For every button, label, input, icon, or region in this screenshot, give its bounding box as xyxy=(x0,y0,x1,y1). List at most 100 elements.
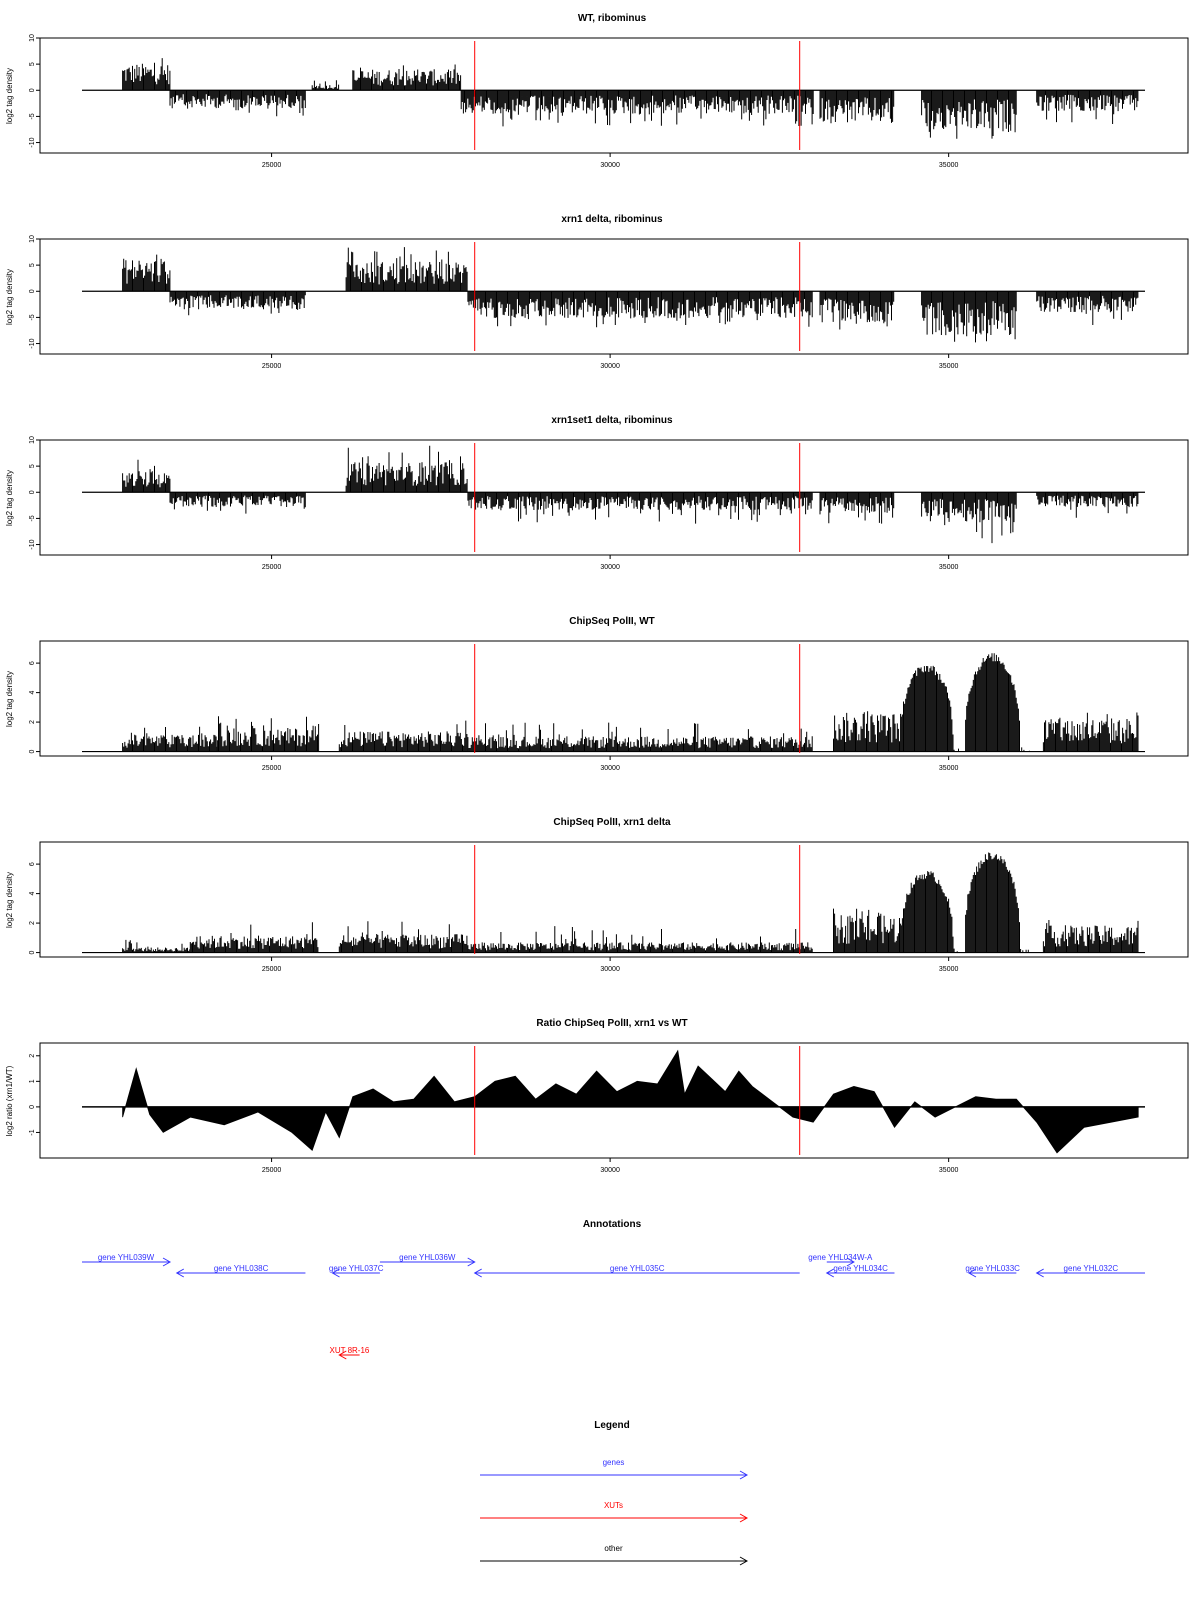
x-tick-label: 25000 xyxy=(262,564,282,571)
y-tick-label: 0 xyxy=(29,951,36,955)
x-tick-label: 25000 xyxy=(262,765,282,772)
legend-label: other xyxy=(604,1544,623,1553)
x-tick-label: 25000 xyxy=(262,363,282,370)
signal-segment xyxy=(338,921,468,953)
signal-segment xyxy=(467,722,813,752)
x-tick-label: 25000 xyxy=(262,1167,282,1174)
x-tick-label: 35000 xyxy=(939,564,959,571)
track-chipseq-polii-wt: ChipSeq PolII, WT log2 tag density 0 2 4 6 2… xyxy=(5,616,1189,772)
y-tick-label: 5 xyxy=(29,263,36,267)
arrow-head xyxy=(1035,1268,1044,1278)
arrow-head xyxy=(825,1268,835,1278)
ratio-area xyxy=(122,1049,1139,1154)
signal-segment xyxy=(921,492,1017,544)
y-tick-label: -10 xyxy=(29,338,36,348)
annotation-label: XUT 8R-16 xyxy=(330,1346,370,1355)
y-tick-label: 10 xyxy=(29,436,36,444)
y-tick-label: 0 xyxy=(29,750,36,754)
chart-title: Ratio ChipSeq PolII, xrn1 vs WT xyxy=(536,1018,687,1029)
signal-segment xyxy=(169,291,306,316)
annotations-panel: Annotations gene YHL039W gene YHL038C gene… xyxy=(82,1219,1145,1360)
y-axis-label: log2 tag density xyxy=(5,68,14,124)
signal-segment xyxy=(467,926,813,953)
signal-segment xyxy=(311,80,340,91)
signal-segment xyxy=(122,459,171,493)
signal-segment xyxy=(345,247,468,292)
chart-title: WT, ribominus xyxy=(578,13,647,24)
annotations-title: Annotations xyxy=(583,1219,642,1230)
x-tick-label: 25000 xyxy=(262,162,282,169)
arrow-head xyxy=(331,1268,340,1278)
x-tick-label: 30000 xyxy=(600,765,620,772)
y-axis-label: log2 ratio (xrn1/WT) xyxy=(5,1065,14,1136)
chart-title: xrn1set1 delta, ribominus xyxy=(551,415,673,426)
arrow-head xyxy=(739,1513,749,1523)
annotation-label: gene YHL034C xyxy=(833,1264,888,1273)
y-tick-label: 6 xyxy=(29,862,36,866)
y-axis-label: log2 tag density xyxy=(5,470,14,526)
x-tick-label: 30000 xyxy=(600,1167,620,1174)
signal-segment xyxy=(122,939,191,953)
signal-segment xyxy=(819,492,895,524)
x-tick-label: 35000 xyxy=(939,162,959,169)
signal-segment xyxy=(833,711,902,752)
signal-segment xyxy=(467,492,813,524)
y-tick-label: 5 xyxy=(29,62,36,66)
x-tick-label: 30000 xyxy=(600,966,620,973)
plot-frame xyxy=(39,238,1189,355)
y-tick-label: 10 xyxy=(29,34,36,42)
arrow-head xyxy=(338,1350,347,1360)
y-tick-label: 6 xyxy=(29,661,36,665)
y-axis-label: log2 tag density xyxy=(5,671,14,727)
chart-title: ChipSeq PolII, xrn1 delta xyxy=(553,817,671,828)
signal-segment xyxy=(1042,920,1139,953)
y-tick-label: 4 xyxy=(29,691,36,695)
annotation-label: gene YHL038C xyxy=(214,1264,269,1273)
legend-panel: Legend genes XUTs other xyxy=(480,1420,749,1566)
annotation-label: gene YHL035C xyxy=(610,1264,665,1273)
signal-segment xyxy=(352,64,462,91)
signal-segment xyxy=(169,90,306,117)
y-tick-label: 5 xyxy=(29,464,36,468)
x-tick-label: 35000 xyxy=(939,1167,959,1174)
arrow-head xyxy=(473,1268,482,1278)
annotation-label: gene YHL037C xyxy=(329,1264,384,1273)
legend-title: Legend xyxy=(594,1420,630,1431)
signal-segment xyxy=(169,492,306,514)
y-tick-label: 10 xyxy=(29,235,36,243)
arrow-head xyxy=(175,1268,185,1278)
y-tick-label: -10 xyxy=(29,539,36,549)
signal-segment xyxy=(122,726,218,752)
annotation-label: gene YHL036W xyxy=(399,1253,456,1262)
arrow-head xyxy=(739,1556,749,1566)
plot-frame xyxy=(39,1042,1189,1159)
y-tick-label: -5 xyxy=(29,515,36,521)
legend-label: XUTs xyxy=(604,1501,623,1510)
track-xrn1-delta-ribominus: xrn1 delta, ribominus log2 tag density -… xyxy=(5,214,1189,370)
y-tick-label: 4 xyxy=(29,892,36,896)
y-tick-label: 2 xyxy=(29,921,36,925)
annotation-label: gene YHL034W-A xyxy=(808,1253,873,1262)
y-tick-label: 0 xyxy=(29,490,36,494)
y-tick-label: 1 xyxy=(29,1079,36,1083)
signal-segment xyxy=(216,716,320,752)
y-tick-label: 2 xyxy=(29,1054,36,1058)
x-tick-label: 35000 xyxy=(939,966,959,973)
signal-segment xyxy=(833,908,902,953)
signal-segment xyxy=(900,665,959,752)
track-xrn1set1-delta-ribominus: xrn1set1 delta, ribominus log2 tag densi… xyxy=(5,415,1189,571)
arrow-head xyxy=(467,1257,476,1267)
annotation-label: gene YHL033C xyxy=(965,1264,1020,1273)
arrow-head xyxy=(967,1268,977,1278)
arrow-head xyxy=(162,1257,172,1267)
plot-frame xyxy=(39,439,1189,556)
signal-segment xyxy=(1042,712,1139,752)
signal-segment xyxy=(921,90,1017,139)
plot-frame xyxy=(39,841,1189,958)
y-tick-label: -10 xyxy=(29,137,36,147)
track-ratio-chipseq-polii: Ratio ChipSeq PolII, xrn1 vs WT log2 rat… xyxy=(5,1018,1189,1174)
y-tick-label: -1 xyxy=(29,1129,36,1135)
signal-segment xyxy=(1036,90,1139,124)
signal-segment xyxy=(460,90,814,127)
y-axis-label: log2 tag density xyxy=(5,872,14,928)
